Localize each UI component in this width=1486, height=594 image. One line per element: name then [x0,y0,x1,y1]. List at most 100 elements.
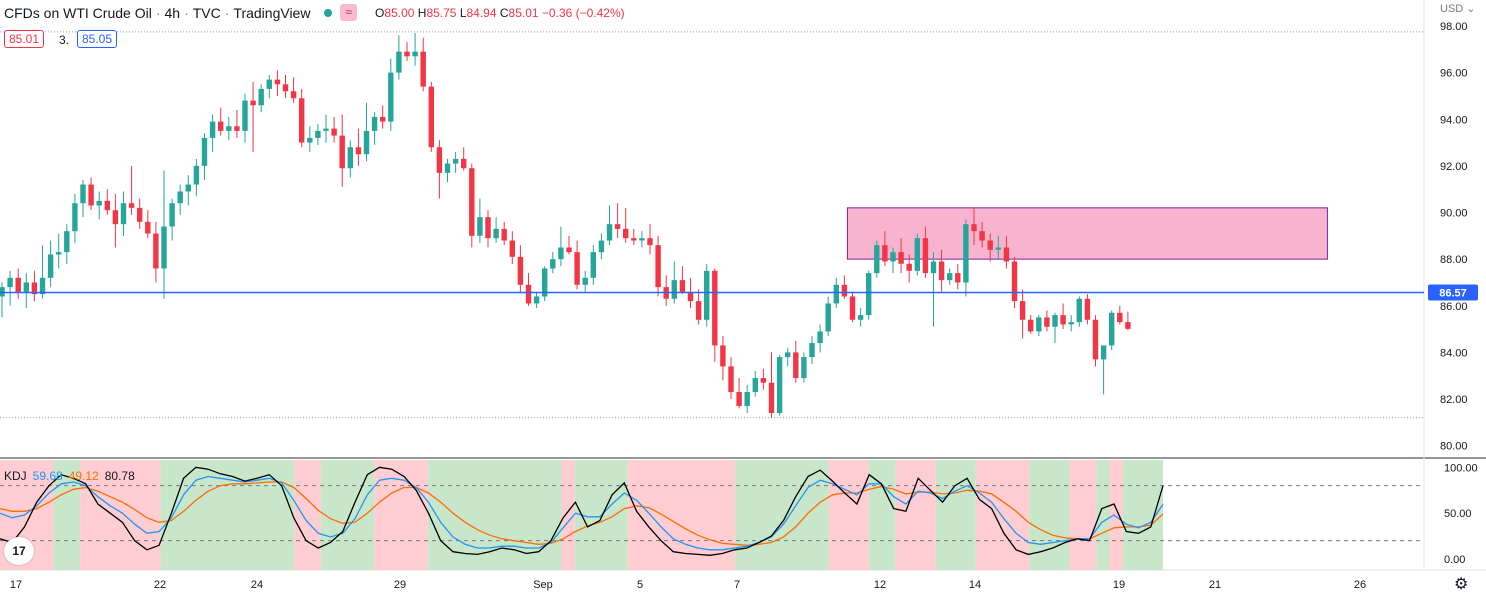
candle-body [752,378,758,393]
candle-body [404,51,410,57]
currency-dropdown[interactable]: USD ⌄ [1440,3,1476,15]
kdj-bg-red [561,460,575,570]
candle-body [1084,298,1091,320]
kdj-tick-label: 100.00 [1444,462,1478,474]
candle-body [979,231,985,241]
candle-body [47,254,54,278]
candle-body [80,184,86,204]
price-tick-label: 80.00 [1440,441,1468,453]
candle-body [258,88,264,106]
candle-body [266,79,272,89]
candle-body [971,224,977,232]
candle-body [955,273,961,283]
price-tick-label: 82.00 [1440,394,1468,406]
candle-body [614,224,621,229]
chart-header: CFDs on WTI Crude Oil · 4h · TVC · Tradi… [4,4,625,21]
chevron-down-icon: ⌄ [1466,3,1476,15]
candle-body [477,217,483,236]
market-status-dot-icon[interactable] [324,8,333,17]
candle-body [566,247,572,253]
candle-body [1125,322,1131,329]
candle-body [655,245,661,288]
price-tick-label: 90.00 [1440,208,1468,220]
candle-body [987,240,993,250]
candle-body [671,280,677,299]
candle-body [72,203,78,232]
candle-body [598,240,605,253]
kdj-d-line [0,481,1164,546]
sell-price-box[interactable]: 85.01 [4,30,45,48]
candle-body [922,238,929,274]
candle-body [201,137,208,166]
candle-body [485,217,491,239]
candle-body [104,200,110,211]
candle-body [687,291,694,302]
candle-body [501,228,507,241]
symbol-title[interactable]: CFDs on WTI Crude Oil [4,4,152,21]
kdj-bg-red [1069,460,1097,570]
time-tick-label: 21 [1209,579,1221,591]
source-label: TVC [192,4,221,21]
kdj-bg-green [935,460,976,570]
candle-body [947,273,953,281]
close-value: 85.01 [508,5,539,20]
time-tick-label: 14 [969,579,981,591]
kdj-bg-red [294,460,321,570]
candle-body [493,228,499,239]
kdj-title: KDJ [4,469,27,483]
candle-body [39,277,46,295]
candle-body [31,282,38,295]
candle-body [461,158,467,169]
kdj-j-line [0,466,1164,556]
candle-body [906,263,912,271]
candle-body [825,303,831,332]
tradingview-logo-icon[interactable]: 17 [4,537,34,565]
provider-label: TradingView [233,4,311,21]
kdj-bg-green [735,460,829,570]
candle-body [793,352,799,379]
candle-body [363,130,370,155]
candle-body [776,357,783,414]
ohlc-readout: O85.00 H85.75 L84.94 C85.01 −0.36 (−0.42… [375,5,625,20]
candle-body [801,357,807,379]
time-tick-label: 5 [637,579,643,591]
candle-body [1019,301,1026,320]
candle-body [760,378,767,383]
price-tick-label: 86.00 [1440,301,1468,313]
time-tick-label: 26 [1354,579,1366,591]
candle-body [282,84,289,92]
current-price-label: 86.57 [1439,287,1467,299]
candle-body [145,221,151,234]
candle-body [817,331,823,344]
candle-body [452,158,459,164]
candle-body [866,273,872,316]
candle-body [412,51,418,57]
kdj-bg-green [427,460,562,570]
time-tick-label: 24 [251,579,263,591]
time-tick-label: 19 [1113,579,1125,591]
candle-body [1060,315,1066,325]
interval-label[interactable]: 4h [164,4,181,21]
candle-body [849,296,856,320]
candle-body [768,382,775,414]
price-tick-label: 98.00 [1440,21,1468,33]
candle-body [226,126,232,131]
wave-icon[interactable]: ≈ [340,4,358,21]
time-tick-label: 22 [154,579,166,591]
kdj-bg-green [1096,460,1110,570]
candle-body [436,147,443,173]
candle-body [890,252,896,262]
kdj-bg-red [895,460,936,570]
candle-body [623,228,629,239]
buy-price-box[interactable]: 85.05 [77,30,118,48]
gear-icon[interactable]: ⚙ [1454,576,1469,593]
candle-body [647,238,653,246]
candle-body [299,98,305,143]
candle-body [209,121,216,138]
candle-body [388,72,394,122]
candle-body [639,238,645,241]
candle-body [590,252,596,278]
candle-body [339,135,345,169]
candle-body [185,184,191,192]
